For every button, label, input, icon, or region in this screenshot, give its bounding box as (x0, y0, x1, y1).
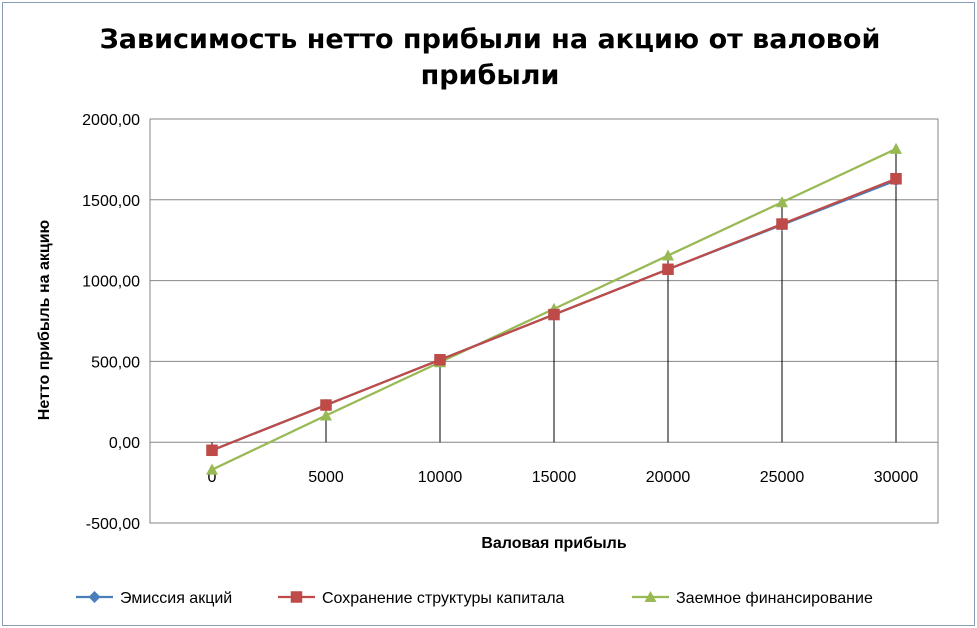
y-tick-labels: -500,00 0,00 500,00 1000,00 1500,00 2000,00 (82, 112, 140, 533)
series-2-point (206, 463, 218, 475)
series-1-point (206, 444, 218, 457)
x-tick-label: 10000 (418, 469, 463, 486)
y-tick-label: 1500,00 (82, 193, 140, 210)
x-tick-label: 30000 (874, 469, 919, 486)
x-tick-label: 25000 (760, 469, 805, 486)
chart-title-line-1: Зависимость нетто прибыли на акцию от ва… (100, 24, 881, 55)
legend-label: Эмиссия акций (120, 590, 232, 607)
series-2-point (320, 409, 332, 421)
x-tick-labels: 0 5000 10000 15000 20000 25000 30000 (208, 469, 919, 486)
drop-lines (211, 148, 897, 451)
series-1-point (890, 173, 902, 185)
chart-title-line-2: прибыли (421, 60, 560, 91)
y-axis-title: Нетто прибыль на акцию (36, 219, 53, 420)
legend-label: Сохранение структуры капитала (322, 590, 565, 607)
legend-item-1: Сохранение структуры капитала (278, 590, 565, 607)
series-layer (206, 142, 902, 475)
y-tick-label: 1000,00 (82, 274, 140, 291)
series-2-point (662, 249, 674, 261)
legend-item-0: Эмиссия акций (76, 590, 232, 607)
legend-swatch-marker (644, 591, 657, 602)
y-tick-label: 2000,00 (82, 112, 140, 129)
legend: Эмиссия акций Сохранение структуры капита… (76, 590, 873, 607)
y-tick-label: -500,00 (86, 516, 140, 533)
y-tick-label: 500,00 (91, 354, 140, 371)
x-axis-title: Валовая прибыль (481, 535, 626, 552)
series-2-point (776, 196, 788, 208)
series-1-point (776, 218, 788, 230)
series-1-point (320, 399, 332, 411)
series-1-point (548, 308, 560, 321)
series-1 (206, 173, 902, 457)
series-2-point (890, 142, 902, 154)
plot-area (149, 118, 939, 524)
series-1-point (434, 354, 446, 366)
series-1-point (662, 263, 674, 276)
legend-item-2: Заемное финансирование (632, 590, 873, 607)
grid-layer (150, 118, 938, 443)
x-tick-label: 20000 (646, 469, 691, 486)
legend-label: Заемное финансирование (676, 590, 873, 607)
legend-swatch-marker (290, 591, 303, 603)
x-tick-label: 5000 (308, 469, 344, 486)
y-tick-label: 0,00 (109, 435, 140, 452)
x-tick-label: 15000 (532, 469, 577, 486)
legend-swatch-marker (88, 591, 101, 603)
x-tick-label: 0 (208, 469, 217, 486)
